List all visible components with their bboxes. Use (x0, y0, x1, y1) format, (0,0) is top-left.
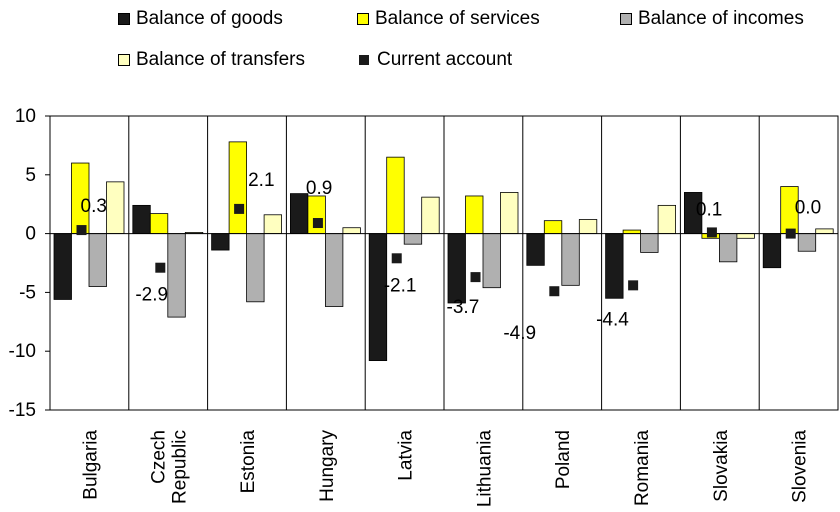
current-account-marker (628, 280, 639, 291)
bar-balance-of-transfers (263, 214, 283, 234)
y-tick-label: 0 (25, 224, 36, 245)
bar-balance-of-services (228, 141, 248, 234)
y-tick-label: -5 (19, 282, 36, 303)
legend-swatch-services (357, 13, 369, 25)
legend-label-goods: Balance of goods (136, 8, 283, 29)
current-account-data-label: -2.9 (135, 285, 168, 306)
bar-balance-of-services (149, 213, 169, 235)
bar-balance-of-goods (211, 233, 230, 251)
current-account-data-label: -4.4 (596, 309, 629, 330)
legend-item-transfers: Balance of transfers (118, 49, 305, 71)
legend-label-incomes: Balance of incomes (638, 8, 804, 29)
current-account-marker (785, 228, 796, 239)
bar-balance-of-services (465, 195, 484, 235)
current-account-data-label: 0.3 (81, 196, 107, 217)
category-label: Hungary (317, 430, 338, 502)
bar-balance-of-incomes (640, 233, 659, 253)
chart-legend: Balance of goods Balance of services Bal… (0, 0, 840, 80)
current-account-data-label: 0.1 (696, 199, 722, 220)
bar-balance-of-transfers (815, 228, 834, 234)
current-account-data-label: -4.9 (503, 323, 536, 344)
category-label: Slovenia (790, 430, 811, 503)
bar-balance-of-incomes (719, 233, 738, 263)
current-account-data-label: -2.1 (384, 275, 417, 296)
current-account-marker (706, 227, 717, 238)
legend-swatch-goods (118, 13, 130, 25)
bar-balance-of-transfers (736, 233, 755, 239)
bar-balance-of-incomes (167, 233, 186, 318)
current-account-data-label: 0.9 (306, 178, 332, 199)
y-tick-label: 5 (25, 165, 36, 186)
category-label: Poland (553, 430, 574, 489)
y-tick-label: 10 (15, 106, 36, 127)
category-label: Slovakia (711, 430, 732, 502)
bar-balance-of-incomes (561, 233, 580, 286)
bar-balance-of-incomes (88, 233, 107, 287)
current-account-marker (391, 253, 402, 264)
bar-balance-of-goods (447, 233, 466, 304)
category-label: Estonia (238, 430, 259, 494)
bar-balance-of-transfers (342, 227, 361, 235)
y-tick-label: -10 (9, 341, 36, 362)
legend-swatch-transfers (118, 54, 130, 66)
bar-balance-of-transfers (421, 196, 440, 234)
category-label: Romania (632, 430, 653, 506)
bar-balance-of-services (543, 220, 563, 235)
legend-item-incomes: Balance of incomes (620, 8, 804, 30)
current-account-data-label: -3.7 (447, 297, 480, 318)
category-label: Bulgaria (80, 430, 101, 500)
legend-swatch-incomes (620, 13, 632, 25)
bar-balance-of-transfers (657, 204, 676, 235)
current-account-marker (76, 225, 87, 236)
bar-balance-of-transfers (500, 192, 519, 235)
legend-marker-current-account (359, 55, 369, 65)
bar-balance-of-transfers (578, 219, 598, 235)
legend-item-goods: Balance of goods (118, 8, 283, 30)
bar-balance-of-goods (53, 233, 72, 300)
current-account-data-label: 2.1 (248, 170, 274, 191)
bar-balance-of-services (622, 229, 641, 235)
bar-balance-of-incomes (403, 233, 423, 245)
bar-balance-of-goods (526, 233, 545, 266)
bar-balance-of-goods (132, 204, 151, 235)
bar-balance-of-incomes (246, 233, 265, 303)
current-account-marker (234, 203, 245, 214)
legend-item-current-account: Current account (357, 49, 512, 71)
current-account-data-label: 0.0 (795, 198, 821, 219)
category-label: Lithuania (474, 430, 495, 508)
current-account-marker (549, 286, 560, 297)
legend-label-transfers: Balance of transfers (136, 49, 305, 70)
category-label: Latvia (396, 430, 417, 481)
bar-balance-of-goods (368, 233, 388, 362)
bar-balance-of-goods (762, 233, 782, 269)
legend-item-services: Balance of services (357, 8, 540, 30)
bar-balance-of-incomes (324, 233, 344, 307)
legend-label-services: Balance of services (375, 8, 540, 29)
category-label: Republic (170, 430, 191, 504)
bar-balance-of-goods (289, 193, 309, 234)
current-account-marker (312, 218, 323, 229)
current-account-marker (155, 262, 166, 273)
legend-label-current-account: Current account (377, 49, 513, 70)
current-account-marker (470, 272, 481, 283)
bar-balance-of-goods (605, 233, 624, 299)
bar-balance-of-incomes (797, 233, 817, 252)
category-label: Czech (149, 430, 170, 484)
bar-balance-of-services (386, 156, 405, 235)
bar-balance-of-incomes (482, 233, 501, 289)
bar-balance-of-transfers (106, 181, 125, 235)
y-tick-label: -15 (9, 400, 36, 421)
